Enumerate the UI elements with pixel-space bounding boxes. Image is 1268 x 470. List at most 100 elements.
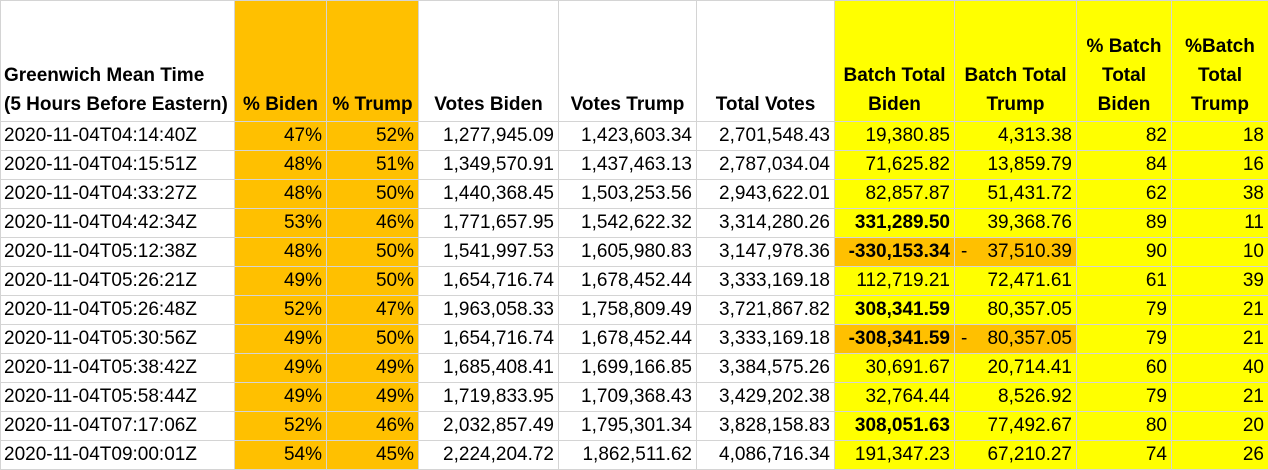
pct-batch-biden-cell: 61 (1077, 267, 1172, 296)
pct-biden-cell: 52% (235, 296, 327, 325)
pct-trump-cell: 51% (327, 151, 419, 180)
votes-biden-cell: 2,224,204.72 (419, 441, 559, 470)
pct-batch-trump-cell: 10 (1172, 238, 1268, 267)
batch-trump-cell: 20,714.41 (955, 354, 1077, 383)
time-cell: 2020-11-04T04:33:27Z (1, 180, 235, 209)
pct-trump-cell: 47% (327, 296, 419, 325)
pct-batch-trump-cell: 18 (1172, 122, 1268, 151)
votes-trump-cell: 1,503,253.56 (559, 180, 697, 209)
total-votes-cell: 3,828,158.83 (697, 412, 835, 441)
pct-batch-trump-cell: 38 (1172, 180, 1268, 209)
time-cell: 2020-11-04T04:15:51Z (1, 151, 235, 180)
header-batch-biden: Batch Total Biden (835, 1, 955, 122)
time-cell: 2020-11-04T09:00:01Z (1, 441, 235, 470)
batch-biden-cell: 112,719.21 (835, 267, 955, 296)
header-pct-batch-biden: % Batch Total Biden (1077, 1, 1172, 122)
pct-biden-cell: 48% (235, 151, 327, 180)
votes-trump-cell: 1,758,809.49 (559, 296, 697, 325)
pct-trump-cell: 50% (327, 238, 419, 267)
batch-biden-cell: 331,289.50 (835, 209, 955, 238)
pct-batch-trump-cell: 11 (1172, 209, 1268, 238)
pct-batch-trump-cell: 21 (1172, 383, 1268, 412)
pct-trump-cell: 50% (327, 325, 419, 354)
header-pct-batch-trump-l2: Total (1198, 65, 1242, 86)
total-votes-cell: 3,333,169.18 (697, 267, 835, 296)
header-votes-trump: Votes Trump (559, 1, 697, 122)
pct-biden-cell: 53% (235, 209, 327, 238)
header-time: Greenwich Mean Time (5 Hours Before East… (1, 1, 235, 122)
pct-trump-cell: 49% (327, 354, 419, 383)
header-pct-batch-biden-l1: % Batch (1087, 36, 1162, 57)
pct-biden-cell: 48% (235, 180, 327, 209)
pct-batch-trump-cell: 20 (1172, 412, 1268, 441)
pct-biden-cell: 49% (235, 383, 327, 412)
batch-trump-cell: 39,368.76 (955, 209, 1077, 238)
total-votes-cell: 2,943,622.01 (697, 180, 835, 209)
header-batch-biden-l1: Batch Total (843, 65, 945, 86)
votes-trump-cell: 1,678,452.44 (559, 267, 697, 296)
pct-batch-trump-cell: 39 (1172, 267, 1268, 296)
time-cell: 2020-11-04T05:12:38Z (1, 238, 235, 267)
pct-trump-cell: 50% (327, 267, 419, 296)
batch-biden-cell: 308,051.63 (835, 412, 955, 441)
header-batch-trump: Batch Total Trump (955, 1, 1077, 122)
pct-batch-trump-cell: 21 (1172, 296, 1268, 325)
pct-trump-cell: 46% (327, 412, 419, 441)
votes-trump-cell: 1,437,463.13 (559, 151, 697, 180)
votes-biden-cell: 1,349,570.91 (419, 151, 559, 180)
votes-trump-cell: 1,542,622.32 (559, 209, 697, 238)
time-cell: 2020-11-04T05:58:44Z (1, 383, 235, 412)
time-cell: 2020-11-04T07:17:06Z (1, 412, 235, 441)
votes-biden-cell: 1,654,716.74 (419, 325, 559, 354)
votes-biden-cell: 1,541,997.53 (419, 238, 559, 267)
batch-biden-cell: -308,341.59 (835, 325, 955, 354)
pct-batch-trump-cell: 26 (1172, 441, 1268, 470)
total-votes-cell: 2,787,034.04 (697, 151, 835, 180)
batch-biden-cell: 19,380.85 (835, 122, 955, 151)
pct-batch-biden-cell: 82 (1077, 122, 1172, 151)
batch-trump-cell: 8,526.92 (955, 383, 1077, 412)
pct-batch-biden-cell: 80 (1077, 412, 1172, 441)
header-pct-trump: % Trump (327, 1, 419, 122)
batch-trump-cell: -37,510.39 (955, 238, 1077, 267)
header-batch-trump-l2: Trump (986, 94, 1044, 115)
pct-trump-cell: 45% (327, 441, 419, 470)
batch-trump-cell: 13,859.79 (955, 151, 1077, 180)
header-pct-batch-trump-l1: %Batch (1185, 36, 1255, 57)
batch-trump-cell: 77,492.67 (955, 412, 1077, 441)
batch-biden-cell: 308,341.59 (835, 296, 955, 325)
pct-biden-cell: 49% (235, 325, 327, 354)
batch-trump-cell: 67,210.27 (955, 441, 1077, 470)
total-votes-cell: 3,314,280.26 (697, 209, 835, 238)
pct-batch-trump-cell: 21 (1172, 325, 1268, 354)
pct-batch-biden-cell: 90 (1077, 238, 1172, 267)
pct-batch-biden-cell: 79 (1077, 383, 1172, 412)
header-pct-batch-biden-l2: Total (1102, 65, 1146, 86)
pct-batch-biden-cell: 79 (1077, 296, 1172, 325)
header-pct-batch-trump: %Batch Total Trump (1172, 1, 1268, 122)
pct-biden-cell: 48% (235, 238, 327, 267)
total-votes-cell: 3,384,575.26 (697, 354, 835, 383)
header-votes-biden: Votes Biden (419, 1, 559, 122)
votes-biden-cell: 1,685,408.41 (419, 354, 559, 383)
header-pct-biden: % Biden (235, 1, 327, 122)
pct-biden-cell: 47% (235, 122, 327, 151)
pct-batch-trump-cell: 16 (1172, 151, 1268, 180)
pct-batch-biden-cell: 89 (1077, 209, 1172, 238)
total-votes-cell: 3,721,867.82 (697, 296, 835, 325)
time-cell: 2020-11-04T05:26:21Z (1, 267, 235, 296)
batch-biden-cell: 71,625.82 (835, 151, 955, 180)
pct-trump-cell: 46% (327, 209, 419, 238)
pct-batch-biden-cell: 74 (1077, 441, 1172, 470)
pct-trump-cell: 50% (327, 180, 419, 209)
